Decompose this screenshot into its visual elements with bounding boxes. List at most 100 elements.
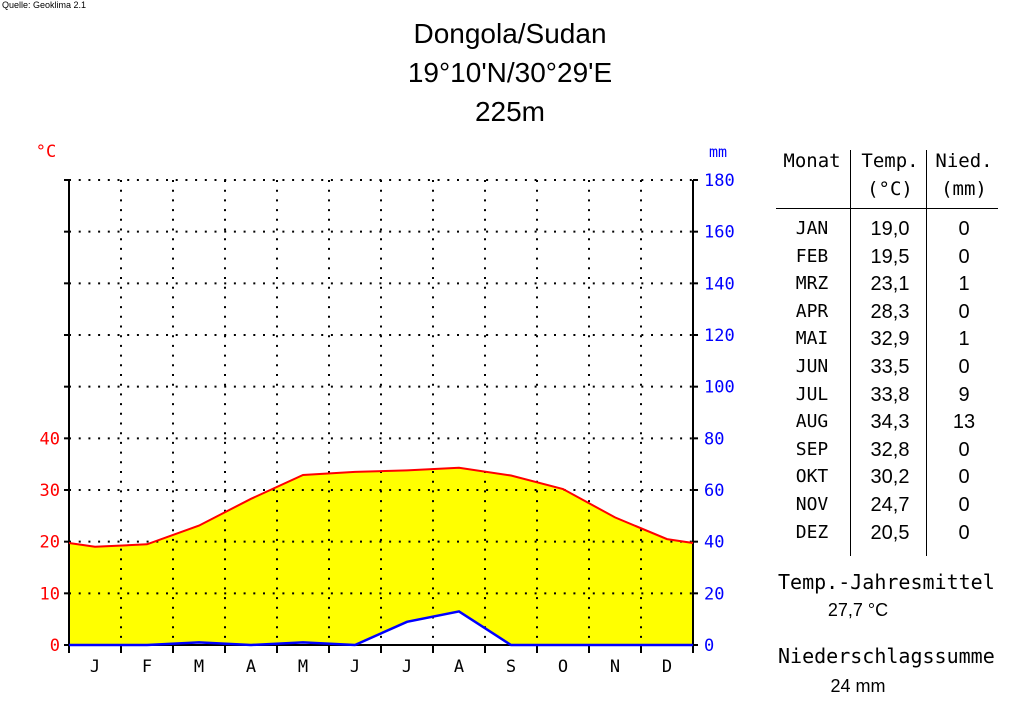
annual-prec-label: Niederschlagssumme <box>778 644 995 668</box>
chart-grid <box>69 179 693 645</box>
table-row: MRZ 23,1 1 <box>776 273 1012 301</box>
temp-cell: 24,7 <box>870 494 910 516</box>
month-label: D <box>662 657 672 677</box>
annual-prec-value: 24 mm <box>830 676 886 696</box>
left-tick-label: 20 <box>40 533 60 553</box>
right-tick-label: 120 <box>704 326 735 346</box>
prec-cell: 9 <box>958 383 970 406</box>
prec-cell: 1 <box>958 328 970 351</box>
month-label: M <box>194 657 204 677</box>
month-cell: APR <box>795 300 829 322</box>
right-tick-label: 20 <box>704 584 724 604</box>
table-header-rule <box>776 208 998 209</box>
left-tick-label: 30 <box>40 481 60 501</box>
prec-cell: 0 <box>958 245 970 268</box>
station-title: Dongola/Sudan <box>413 18 607 49</box>
source-note: Quelle: Geoklima 2.1 <box>2 0 87 10</box>
table-row: MAI 32,9 1 <box>776 328 1012 356</box>
temp-cell: 20,5 <box>870 521 910 544</box>
month-cell: DEZ <box>795 521 829 543</box>
area-fills <box>69 467 693 645</box>
month-label: F <box>142 657 152 677</box>
precip-area-fill <box>69 611 693 645</box>
temp-cell: 32,9 <box>870 328 910 351</box>
prec-cell: 13 <box>952 411 976 434</box>
axis-labels: 0 10 20 30 40 0 20 40 60 80 100 120 140 160 180 °C mm J F M… <box>36 142 735 677</box>
month-cell: JUL <box>795 383 829 405</box>
month-label: M <box>298 657 308 677</box>
header-temp: Temp. <box>861 150 919 172</box>
month-cell: NOV <box>795 494 829 515</box>
month-cell: OKT <box>795 466 829 488</box>
temp-cell: 19,5 <box>870 245 910 268</box>
prec-cell: 0 <box>958 521 970 544</box>
month-label: J <box>90 657 100 677</box>
annual-temp-value: 27,7 °C <box>827 600 889 620</box>
prec-cell: 1 <box>958 273 970 296</box>
temp-cell: 30,2 <box>870 466 910 489</box>
month-label: O <box>558 657 568 677</box>
prec-cell: 0 <box>958 466 970 489</box>
temperature-line <box>68 466 694 548</box>
month-cell: MRZ <box>795 273 829 295</box>
table-row: FEB 19,5 0 <box>776 246 1012 274</box>
right-tick-label: 100 <box>704 378 735 398</box>
prec-cell: 0 <box>958 300 970 323</box>
right-tick-label: 40 <box>704 533 724 553</box>
right-axis-unit: mm <box>709 143 727 161</box>
table-row: JAN 19,0 0 <box>776 218 1012 246</box>
station-coordinates: 19°10'N/30°29'E <box>407 57 613 88</box>
month-label: A <box>246 657 256 677</box>
table-divider <box>850 150 851 556</box>
left-tick-label: 10 <box>40 584 60 604</box>
left-tick-label: 40 <box>40 429 60 449</box>
station-altitude: 225m <box>474 96 546 127</box>
arid-period-fill <box>69 467 693 645</box>
right-tick-label: 0 <box>704 636 714 656</box>
header-prec-unit: (mm) <box>941 178 987 200</box>
table-divider <box>926 150 927 556</box>
header-prec: Nied. <box>935 150 993 172</box>
header-month: Monat <box>783 150 841 172</box>
prec-cell: 0 <box>958 218 970 240</box>
right-tick-label: 60 <box>704 481 724 501</box>
prec-cell: 0 <box>958 356 970 378</box>
table-row: AUG 34,3 13 <box>776 411 1012 439</box>
month-cell: AUG <box>795 411 829 433</box>
table-row: NOV 24,7 0 <box>776 494 1012 522</box>
table-row: OKT 30,2 0 <box>776 466 1012 494</box>
table-row: APR 28,3 0 <box>776 301 1012 329</box>
temp-cell: 32,8 <box>870 438 910 461</box>
table-row: SEP 32,8 0 <box>776 439 1012 467</box>
month-label: N <box>610 657 620 677</box>
temp-cell: 28,3 <box>870 300 910 323</box>
right-tick-label: 140 <box>704 274 735 294</box>
right-tick-label: 160 <box>704 223 735 243</box>
climate-table: Monat Temp. (°C) Nied. (mm) JAN 19,0 0 FEB 1… <box>776 146 1012 556</box>
temp-cell: 19,0 <box>870 218 910 240</box>
header-temp-unit: (°C) <box>867 178 913 200</box>
month-cell: FEB <box>795 245 829 267</box>
month-cell: JUN <box>795 356 829 377</box>
climate-chart: 0 10 20 30 40 0 20 40 60 80 100 120 140 160 180 °C mm J F M… <box>36 142 735 677</box>
right-tick-label: 180 <box>704 171 735 191</box>
temp-cell: 23,1 <box>870 273 910 296</box>
month-cell: SEP <box>795 438 829 460</box>
month-label: S <box>506 657 516 677</box>
temp-cell: 33,8 <box>870 383 910 406</box>
precipitation-line <box>69 610 693 647</box>
temp-cell: 33,5 <box>870 356 910 378</box>
month-label: J <box>350 657 360 677</box>
right-tick-label: 80 <box>704 429 724 449</box>
left-axis-unit: °C <box>36 142 56 162</box>
annual-temp-label: Temp.-Jahresmittel <box>778 570 995 594</box>
table-row: JUN 33,5 0 <box>776 356 1012 384</box>
month-cell: JAN <box>795 218 829 239</box>
month-cell: MAI <box>795 328 829 350</box>
month-label: J <box>402 657 412 677</box>
table-row: DEZ 20,5 0 <box>776 522 1012 550</box>
prec-cell: 0 <box>958 438 970 461</box>
prec-cell: 0 <box>958 494 970 516</box>
left-tick-label: 0 <box>50 636 60 656</box>
series-lines <box>68 466 694 647</box>
